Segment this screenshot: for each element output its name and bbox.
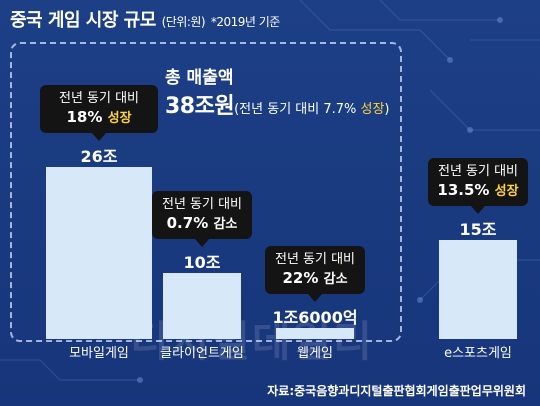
callout-2: 전년 동기 대비 22% 감소: [265, 246, 365, 303]
total-note-suffix: ): [384, 102, 390, 117]
domestic-group-frame: [10, 42, 402, 342]
total-value: 38조원: [165, 94, 235, 119]
callout-line-1: 전년 동기 대비: [161, 197, 243, 212]
callout-change-2: 22% 감소: [271, 269, 359, 289]
total-note: (전년 동기 대비 7.7% 성장): [234, 102, 389, 117]
callout-change-3: 13.5% 성장: [434, 181, 522, 201]
callout-line-2: 전년 동기 대비: [274, 252, 356, 268]
category-label-3: e스포츠게임: [444, 346, 512, 361]
callout-pct-2: 22%: [282, 269, 324, 288]
callout-3: 전년 동기 대비 13.5% 성장: [428, 158, 528, 214]
total-revenue-block: 총 매출액 38조원(전년 동기 대비 7.7% 성장): [165, 63, 390, 120]
bar-1: [163, 273, 241, 339]
total-note-prefix: (전년 동기 대비 7.7%: [234, 102, 361, 117]
value-label-1: 10조: [183, 253, 221, 272]
chart-title: 중국 게임 시장 규모 (단위:원) *2019년 기준: [10, 6, 280, 32]
basis-note: *2019년 기준: [210, 15, 280, 29]
value-label-0: 26조: [80, 147, 118, 167]
category-label-2: 웹게임: [297, 346, 333, 361]
callout-line-3: 전년 동기 대비: [437, 164, 519, 179]
callout-dir-0: 성장: [107, 111, 132, 127]
bar-3: [439, 240, 517, 339]
callout-dir-2: 감소: [323, 272, 348, 288]
callout-pct-0: 18%: [66, 108, 108, 127]
callout-change-0: 18% 성장: [46, 108, 152, 128]
callout-0: 전년 동기 대비 18% 성장: [40, 85, 158, 142]
callout-pct-3: 13.5%: [437, 181, 495, 199]
source-note: 자료:중국음향과디지털출판협회게임출판업무위원회: [267, 384, 526, 398]
callout-change-1: 0.7% 감소: [158, 214, 246, 234]
category-label-1: 클라이언트게임: [160, 346, 244, 361]
callout-pct-1: 0.7%: [166, 214, 214, 232]
bar-2: [276, 328, 354, 339]
value-label-3: 15조: [459, 220, 497, 239]
callout-line-0: 전년 동기 대비: [58, 91, 140, 107]
category-label-0: 모바일게임: [69, 346, 129, 361]
bar-0: [46, 167, 152, 339]
callout-dir-3: 성장: [494, 184, 519, 199]
total-label: 총 매출액: [165, 68, 234, 88]
total-note-growth: 성장: [360, 102, 385, 117]
title-text: 중국 게임 시장 규모: [10, 10, 156, 31]
callout-dir-1: 감소: [213, 217, 238, 232]
unit-label: (단위:원): [161, 15, 206, 29]
value-label-2: 1조6000억: [272, 308, 358, 328]
callout-1: 전년 동기 대비 0.7% 감소: [152, 191, 252, 247]
